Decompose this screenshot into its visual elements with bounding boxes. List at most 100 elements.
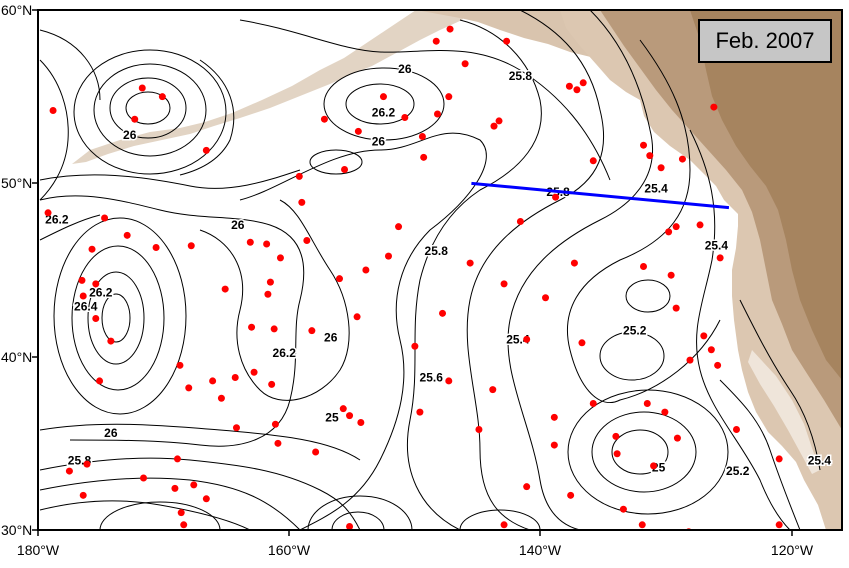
contour-label: 25.8 <box>509 69 533 83</box>
profile-point <box>346 412 354 420</box>
profile-point <box>123 231 131 239</box>
contour-ring <box>125 91 171 125</box>
contour-label: 26.2 <box>372 105 396 119</box>
profile-point <box>686 356 694 364</box>
profile-point <box>461 60 469 68</box>
profile-point <box>565 82 573 90</box>
profile-point <box>341 165 349 173</box>
profile-point <box>395 223 403 231</box>
profile-point <box>613 450 621 458</box>
profile-point <box>44 209 52 217</box>
profile-point <box>180 521 188 529</box>
profile-point <box>101 214 109 222</box>
profile-point <box>552 193 560 201</box>
lon-tick-120: 120°W <box>771 542 814 558</box>
profile-point <box>589 399 597 407</box>
profile-point <box>490 122 498 130</box>
land-layer <box>72 10 842 530</box>
profile-point <box>158 93 166 101</box>
profile-point <box>152 243 160 251</box>
contour-line <box>39 59 69 201</box>
profile-point <box>276 254 284 262</box>
lat-tick-40: 40°N <box>1 349 32 365</box>
profile-point <box>379 93 387 101</box>
profile-point <box>202 146 210 154</box>
contour-ring <box>345 83 415 125</box>
lon-tick-140: 140°W <box>519 542 562 558</box>
profile-point <box>657 164 665 172</box>
contour-line <box>39 29 101 101</box>
profile-point <box>612 432 620 440</box>
contour-label: 25.4 <box>808 454 832 468</box>
contour-label: 25.2 <box>623 324 647 338</box>
contour-line <box>719 379 801 530</box>
contour-ring <box>101 293 131 343</box>
profile-point <box>362 266 370 274</box>
profile-point <box>202 495 210 503</box>
profile-point <box>271 420 279 428</box>
profile-point <box>185 384 193 392</box>
profile-point <box>270 325 278 333</box>
contour-line <box>466 10 605 530</box>
profile-point <box>732 425 740 433</box>
date-label-box: Feb. 2007 <box>698 19 832 63</box>
contour-ring <box>309 149 363 175</box>
profile-point <box>643 399 651 407</box>
profile-point <box>432 37 440 45</box>
profile-point <box>248 323 256 331</box>
profile-point <box>138 84 146 92</box>
profile-point <box>131 115 139 123</box>
profile-point <box>433 110 441 118</box>
contour-ring <box>591 411 697 493</box>
contour-ring <box>323 67 445 141</box>
profile-point <box>96 377 104 385</box>
contour-ring <box>307 495 413 530</box>
profile-point <box>92 280 100 288</box>
profile-point <box>578 339 586 347</box>
profile-points <box>44 25 783 530</box>
profile-point <box>475 425 483 433</box>
profile-point <box>176 361 184 369</box>
profile-point <box>298 198 306 206</box>
profile-point <box>268 380 276 388</box>
profile-point <box>650 462 658 470</box>
profile-point <box>672 223 680 231</box>
profile-point <box>353 313 361 321</box>
mountain-relief-dark <box>690 10 842 380</box>
lon-tick-160: 160°W <box>268 542 311 558</box>
profile-point <box>171 484 179 492</box>
profile-point <box>661 408 669 416</box>
profile-point <box>466 259 474 267</box>
profile-point <box>303 237 311 245</box>
contour-label: 26 <box>231 218 245 232</box>
profile-point <box>83 460 91 468</box>
profile-point <box>619 505 627 513</box>
profile-point <box>710 103 718 111</box>
contour-line <box>199 199 350 401</box>
profile-point <box>416 408 424 416</box>
profile-point <box>775 521 783 529</box>
profile-point <box>320 115 328 123</box>
contour-label: 26 <box>104 426 118 440</box>
section-line <box>471 181 730 210</box>
profile-point <box>775 455 783 463</box>
contour-label: 25.4 <box>705 239 729 253</box>
profile-point <box>79 491 87 499</box>
profile-point <box>336 275 343 283</box>
contour-line <box>39 169 301 189</box>
profile-point <box>312 448 320 456</box>
contour-ring <box>459 509 541 530</box>
contour-label: 26 <box>123 128 137 142</box>
profile-point <box>640 141 648 149</box>
lat-tick-30: 30°N <box>1 522 32 538</box>
profile-point <box>638 521 646 529</box>
contour-label: 25.8 <box>425 244 449 258</box>
profile-point <box>140 474 148 482</box>
profile-point <box>92 315 100 323</box>
profile-point <box>190 481 198 489</box>
contour-ring <box>73 49 227 175</box>
profile-point <box>696 221 704 229</box>
profile-point <box>263 240 271 248</box>
